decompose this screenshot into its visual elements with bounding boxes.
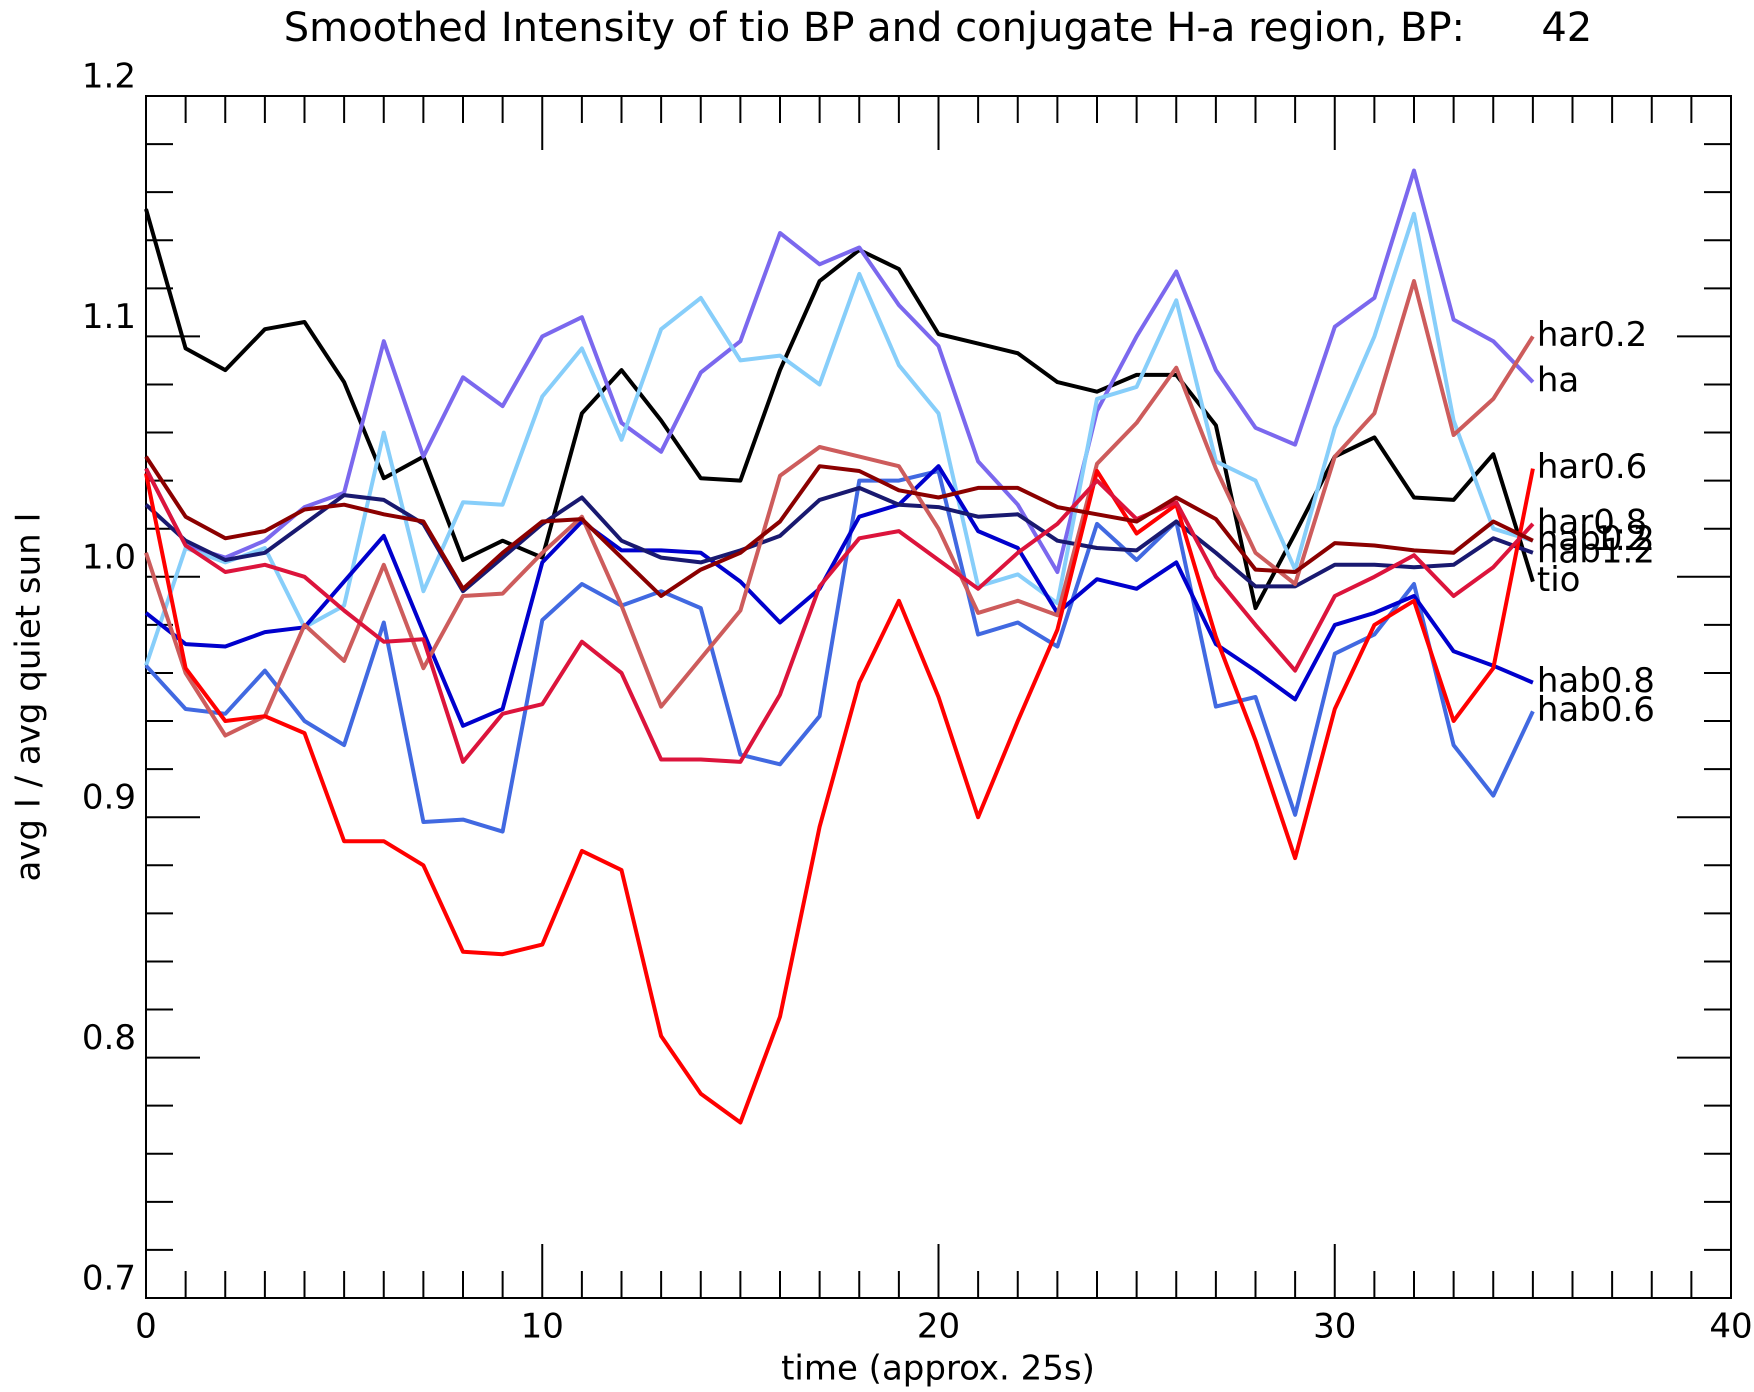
chart-title: Smoothed Intensity of tio BP and conjuga… (284, 5, 1592, 51)
series-label: har0.2 (1537, 315, 1647, 355)
x-tick-label: 40 (1709, 1307, 1752, 1347)
y-tick-label: 0.8 (82, 1018, 136, 1058)
series-line (144, 468, 1535, 1125)
series-label: tio (1537, 560, 1581, 600)
x-tick-label: 20 (917, 1307, 960, 1347)
y-tick-label: 1.2 (82, 57, 136, 97)
y-tick-label: 0.7 (82, 1259, 136, 1299)
y-axis-label: avg I / avg quiet sun I (9, 512, 49, 881)
x-axis-label: time (approx. 25s) (781, 1349, 1095, 1389)
series-line (144, 455, 1534, 598)
series-line (144, 168, 1535, 574)
x-tick-label: 30 (1313, 1307, 1356, 1347)
series-label: hab0.2 (1537, 519, 1655, 559)
y-tick-label: 1.1 (82, 297, 136, 337)
series-line (144, 469, 1535, 834)
series-label: har0.8 (1537, 502, 1647, 542)
series-line (144, 485, 1534, 594)
series-line (144, 464, 1534, 728)
series-line (144, 279, 1535, 738)
series-label: hab1.2 (1537, 531, 1655, 571)
y-tick-label: 0.9 (82, 778, 136, 818)
series-label: har1.2 (1537, 519, 1647, 559)
x-tick-label: 10 (521, 1307, 564, 1347)
y-tick-label: 1.0 (82, 537, 136, 577)
series-label: ha (1537, 361, 1579, 401)
x-tick-label: 0 (135, 1307, 157, 1347)
series-label: har0.6 (1537, 447, 1647, 487)
series-label: hab0.8 (1537, 661, 1655, 701)
series-label: hab0.6 (1537, 690, 1655, 730)
series-line (144, 211, 1534, 667)
series-line (144, 467, 1535, 764)
